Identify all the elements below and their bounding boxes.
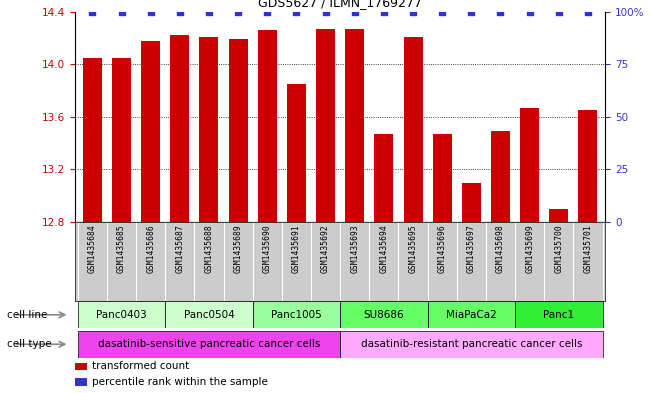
Bar bbox=[404, 37, 422, 222]
Point bbox=[495, 9, 506, 15]
Bar bbox=[579, 110, 598, 222]
Text: GSM1435699: GSM1435699 bbox=[525, 224, 534, 273]
Bar bbox=[77, 301, 165, 328]
Bar bbox=[229, 39, 247, 222]
Bar bbox=[253, 301, 340, 328]
Text: GSM1435690: GSM1435690 bbox=[263, 224, 271, 273]
Bar bbox=[491, 131, 510, 222]
Point bbox=[379, 9, 389, 15]
Title: GDS5627 / ILMN_1769277: GDS5627 / ILMN_1769277 bbox=[258, 0, 422, 9]
Bar bbox=[75, 378, 87, 386]
Text: GSM1435689: GSM1435689 bbox=[234, 224, 243, 273]
Text: GSM1435684: GSM1435684 bbox=[88, 224, 97, 273]
Text: GSM1435687: GSM1435687 bbox=[175, 224, 184, 273]
Text: GSM1435696: GSM1435696 bbox=[437, 224, 447, 273]
Text: SU8686: SU8686 bbox=[363, 310, 404, 320]
Point bbox=[350, 9, 360, 15]
Point bbox=[408, 9, 418, 15]
Point bbox=[583, 9, 593, 15]
Bar bbox=[462, 183, 481, 222]
Text: GSM1435697: GSM1435697 bbox=[467, 224, 476, 273]
Text: dasatinib-sensitive pancreatic cancer cells: dasatinib-sensitive pancreatic cancer ce… bbox=[98, 339, 320, 349]
Text: GSM1435688: GSM1435688 bbox=[204, 224, 214, 273]
Bar bbox=[340, 331, 603, 358]
Bar bbox=[316, 29, 335, 222]
Text: dasatinib-resistant pancreatic cancer cells: dasatinib-resistant pancreatic cancer ce… bbox=[361, 339, 582, 349]
Bar bbox=[428, 301, 515, 328]
Bar bbox=[345, 29, 364, 222]
Point bbox=[117, 9, 127, 15]
Point bbox=[553, 9, 564, 15]
Bar bbox=[83, 58, 102, 222]
Bar bbox=[549, 209, 568, 222]
Text: GSM1435695: GSM1435695 bbox=[409, 224, 417, 273]
Point bbox=[262, 9, 273, 15]
Point bbox=[466, 9, 477, 15]
Point bbox=[87, 9, 98, 15]
Text: GSM1435698: GSM1435698 bbox=[496, 224, 505, 273]
Point bbox=[525, 9, 535, 15]
Text: transformed count: transformed count bbox=[92, 361, 189, 371]
Text: GSM1435701: GSM1435701 bbox=[583, 224, 592, 273]
Point bbox=[233, 9, 243, 15]
Text: Panc1: Panc1 bbox=[543, 310, 574, 320]
Bar bbox=[199, 37, 219, 222]
Bar bbox=[141, 41, 160, 222]
Text: Panc0403: Panc0403 bbox=[96, 310, 147, 320]
Text: cell line: cell line bbox=[7, 310, 47, 320]
Bar bbox=[75, 363, 87, 370]
Text: cell type: cell type bbox=[7, 339, 51, 349]
Bar bbox=[433, 134, 452, 222]
Bar bbox=[165, 301, 253, 328]
Bar bbox=[171, 35, 189, 222]
Bar bbox=[112, 58, 131, 222]
Text: GSM1435685: GSM1435685 bbox=[117, 224, 126, 273]
Text: GSM1435700: GSM1435700 bbox=[554, 224, 563, 273]
Bar bbox=[77, 331, 340, 358]
Bar bbox=[374, 134, 393, 222]
Point bbox=[320, 9, 331, 15]
Point bbox=[291, 9, 301, 15]
Text: GSM1435694: GSM1435694 bbox=[380, 224, 389, 273]
Text: GSM1435686: GSM1435686 bbox=[146, 224, 155, 273]
Text: GSM1435693: GSM1435693 bbox=[350, 224, 359, 273]
Bar bbox=[340, 301, 428, 328]
Text: percentile rank within the sample: percentile rank within the sample bbox=[92, 377, 268, 387]
Bar bbox=[520, 108, 539, 222]
Point bbox=[204, 9, 214, 15]
Text: GSM1435691: GSM1435691 bbox=[292, 224, 301, 273]
Text: Panc1005: Panc1005 bbox=[271, 310, 322, 320]
Bar bbox=[258, 30, 277, 222]
Bar bbox=[287, 84, 306, 222]
Point bbox=[145, 9, 156, 15]
Bar bbox=[515, 301, 603, 328]
Point bbox=[437, 9, 447, 15]
Point bbox=[174, 9, 185, 15]
Text: MiaPaCa2: MiaPaCa2 bbox=[446, 310, 497, 320]
Text: GSM1435692: GSM1435692 bbox=[321, 224, 330, 273]
Text: Panc0504: Panc0504 bbox=[184, 310, 234, 320]
